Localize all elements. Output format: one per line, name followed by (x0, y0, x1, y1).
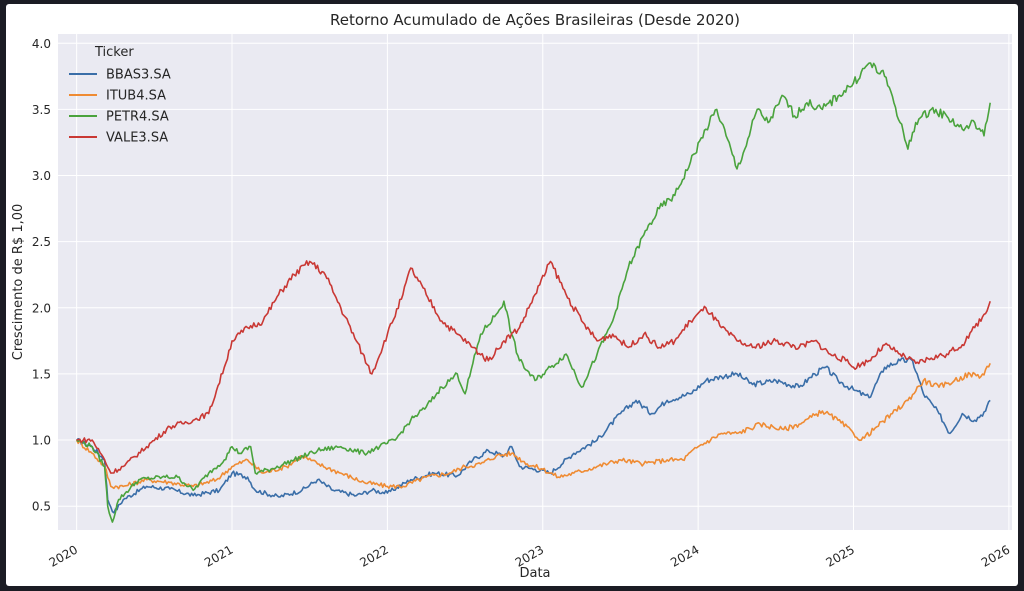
x-tick-label: 2025 (824, 542, 857, 569)
x-tick-label: 2021 (202, 542, 235, 569)
series-line-itub4-sa (75, 362, 991, 490)
y-tick-label: 3.5 (32, 103, 51, 117)
grid (58, 34, 1012, 530)
y-tick-label: 1.5 (32, 367, 51, 381)
line-chart: 0.5 1.0 1.5 2.0 2.5 3.0 3.5 4.0 2020 2021 2022 202… (11, 11, 1012, 581)
figure-panel: 0.5 1.0 1.5 2.0 2.5 3.0 3.5 4.0 2020 2021 2022 202… (6, 4, 1018, 586)
chart-title: Retorno Acumulado de Ações Brasileiras (… (330, 11, 740, 29)
y-tick-label: 3.0 (32, 169, 51, 183)
legend-label: ITUB4.SA (106, 89, 166, 104)
plot-background (58, 34, 1012, 530)
legend-title: Ticker (94, 45, 134, 60)
x-tick-label: 2022 (357, 542, 390, 569)
x-tick-label: 2024 (668, 542, 701, 569)
legend: Ticker BBAS3.SA ITUB4.SA PETR4.SA VALE3.SA (69, 45, 171, 146)
y-tick-label: 2.0 (32, 301, 51, 315)
legend-label: BBAS3.SA (106, 68, 171, 83)
y-tick-label: 4.0 (32, 37, 51, 51)
x-axis-label: Data (519, 566, 550, 581)
y-tick-label: 1.0 (32, 434, 51, 448)
y-axis-label: Crescimento de R$ 1,00 (11, 204, 26, 361)
x-tick-label: 2020 (47, 542, 80, 569)
y-tick-label: 2.5 (32, 235, 51, 249)
y-axis-ticks: 0.5 1.0 1.5 2.0 2.5 3.0 3.5 4.0 (32, 37, 51, 514)
y-tick-label: 0.5 (32, 500, 51, 514)
legend-label: VALE3.SA (106, 131, 168, 146)
series-lines (75, 62, 991, 523)
x-tick-label: 2026 (979, 542, 1012, 569)
series-line-bbas3-sa (76, 357, 991, 514)
series-line-petr4-sa (76, 62, 991, 523)
legend-label: PETR4.SA (106, 110, 169, 125)
series-line-vale3-sa (76, 260, 991, 474)
